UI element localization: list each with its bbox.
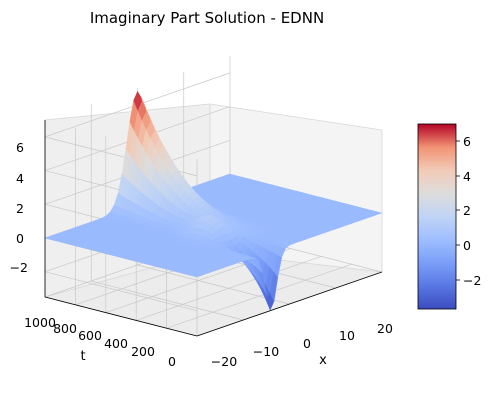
colorbar-tick: 0 bbox=[463, 238, 471, 253]
colorbar bbox=[418, 124, 456, 309]
z-tick-labels: −2 0 2 4 6 bbox=[10, 140, 28, 275]
x-tick: −20 bbox=[211, 354, 237, 369]
colorbar-tick: 6 bbox=[463, 134, 471, 149]
t-axis-label: t bbox=[80, 349, 85, 364]
x-tick: −10 bbox=[253, 344, 279, 359]
colorbar-tick: −2 bbox=[463, 273, 481, 288]
x-tick: 10 bbox=[339, 328, 355, 343]
z-tick: 6 bbox=[16, 140, 24, 155]
t-tick: 600 bbox=[78, 328, 102, 343]
z-tick: 4 bbox=[16, 171, 24, 186]
t-tick: 0 bbox=[168, 354, 176, 369]
chart-title: Imaginary Part Solution - EDNN bbox=[90, 9, 324, 27]
z-tick: 2 bbox=[16, 201, 24, 216]
z-tick: 0 bbox=[16, 231, 24, 246]
z-tick: −2 bbox=[10, 260, 28, 275]
colorbar-ticks: −2 0 2 4 6 bbox=[456, 134, 481, 288]
colorbar-tick: 2 bbox=[463, 203, 471, 218]
x-tick: 0 bbox=[303, 336, 311, 351]
x-tick-labels: −20 −10 0 10 20 bbox=[211, 321, 393, 369]
colorbar-tick: 4 bbox=[463, 169, 471, 184]
x-tick: 20 bbox=[377, 321, 393, 336]
t-tick: 1000 bbox=[24, 315, 56, 330]
x-axis-label: x bbox=[319, 353, 327, 368]
t-tick: 800 bbox=[53, 321, 77, 336]
t-tick: 400 bbox=[104, 336, 128, 351]
t-tick: 200 bbox=[131, 344, 155, 359]
